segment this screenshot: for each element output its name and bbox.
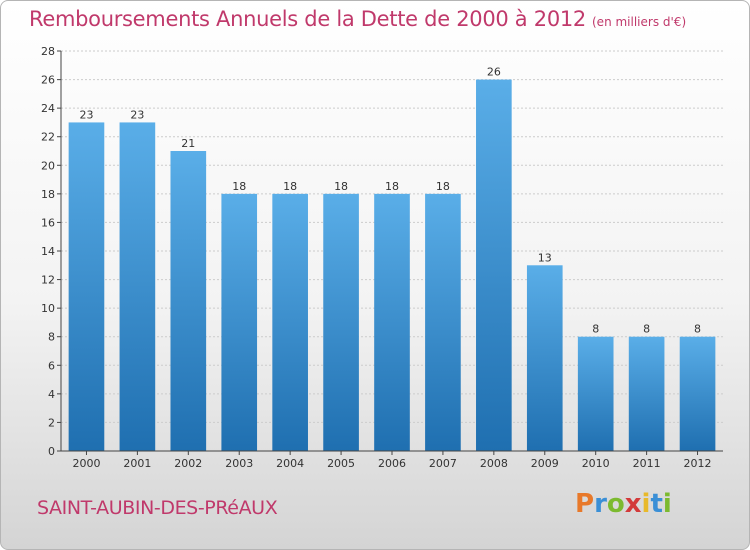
bar xyxy=(425,193,461,451)
bars: 23 23 21 18 18 18 18 18 26 13 8 8 8 xyxy=(68,66,716,452)
bar xyxy=(170,151,207,451)
y-tick-label: 6 xyxy=(48,359,55,372)
x-tick-label: 2003 xyxy=(225,457,253,470)
y-tick-label: 2 xyxy=(48,416,55,429)
x-tick-label: 2008 xyxy=(480,457,508,470)
bar xyxy=(374,193,410,451)
bar-value-label: 18 xyxy=(436,180,450,193)
x-tick-label: 2009 xyxy=(531,457,559,470)
y-tick-label: 0 xyxy=(48,445,55,458)
y-tick-label: 14 xyxy=(41,245,55,258)
bar xyxy=(272,193,308,451)
bar xyxy=(221,193,258,451)
chart-title: Remboursements Annuels de la Dette de 20… xyxy=(29,7,686,31)
commune-name: SAINT-AUBIN-DES-PRéAUX xyxy=(37,497,278,519)
y-tick-label: 24 xyxy=(41,102,55,115)
bar-value-label: 23 xyxy=(130,108,144,121)
x-tick-label: 2005 xyxy=(327,457,355,470)
y-tick-label: 10 xyxy=(41,302,55,315)
y-tick-label: 22 xyxy=(41,131,55,144)
x-tick-label: 2000 xyxy=(72,457,100,470)
bar xyxy=(628,336,665,451)
bar xyxy=(526,265,563,451)
x-tick-label: 2007 xyxy=(429,457,457,470)
bar xyxy=(577,336,614,451)
logo-letter: i xyxy=(662,489,672,519)
bar-value-label: 18 xyxy=(283,180,297,193)
y-tick-label: 20 xyxy=(41,159,55,172)
y-tick-label: 8 xyxy=(48,331,55,344)
y-tick-label: 26 xyxy=(41,74,55,87)
logo-letter: r xyxy=(594,489,607,519)
x-tick-label: 2004 xyxy=(276,457,304,470)
bar xyxy=(679,336,716,451)
bar xyxy=(323,193,359,451)
logo-letter: P xyxy=(575,489,595,519)
bar-value-label: 23 xyxy=(79,108,93,121)
chart-subtitle: (en milliers d'€) xyxy=(592,15,687,29)
logo-letter: o xyxy=(606,489,625,519)
bar xyxy=(119,122,156,451)
bar-value-label: 18 xyxy=(232,180,246,193)
x-tick-label: 2010 xyxy=(582,457,610,470)
proxiti-logo: Proxiti xyxy=(575,489,672,519)
x-tick-label: 2011 xyxy=(633,457,661,470)
x-tick-label: 2006 xyxy=(378,457,406,470)
y-tick-label: 12 xyxy=(41,274,55,287)
bar-value-label: 21 xyxy=(181,137,195,150)
bar-value-label: 18 xyxy=(385,180,399,193)
y-tick-label: 18 xyxy=(41,188,55,201)
x-tick-label: 2002 xyxy=(174,457,202,470)
x-tick-label: 2012 xyxy=(684,457,712,470)
bar xyxy=(68,122,105,451)
bar-value-label: 8 xyxy=(592,323,599,336)
bar-value-label: 18 xyxy=(334,180,348,193)
logo-letter: x xyxy=(624,489,642,519)
logo-letter: t xyxy=(650,489,663,519)
y-tick-label: 28 xyxy=(41,45,55,58)
x-tick-label: 2001 xyxy=(123,457,151,470)
bar-value-label: 26 xyxy=(487,66,501,79)
chart-title-text: Remboursements Annuels de la Dette de 20… xyxy=(29,7,586,31)
logo-letter: i xyxy=(641,489,651,519)
bar xyxy=(476,79,512,452)
y-tick-label: 16 xyxy=(41,216,55,229)
bar-value-label: 8 xyxy=(643,323,650,336)
bar-value-label: 8 xyxy=(694,323,701,336)
y-tick-label: 4 xyxy=(48,388,55,401)
bar-value-label: 13 xyxy=(538,251,552,264)
